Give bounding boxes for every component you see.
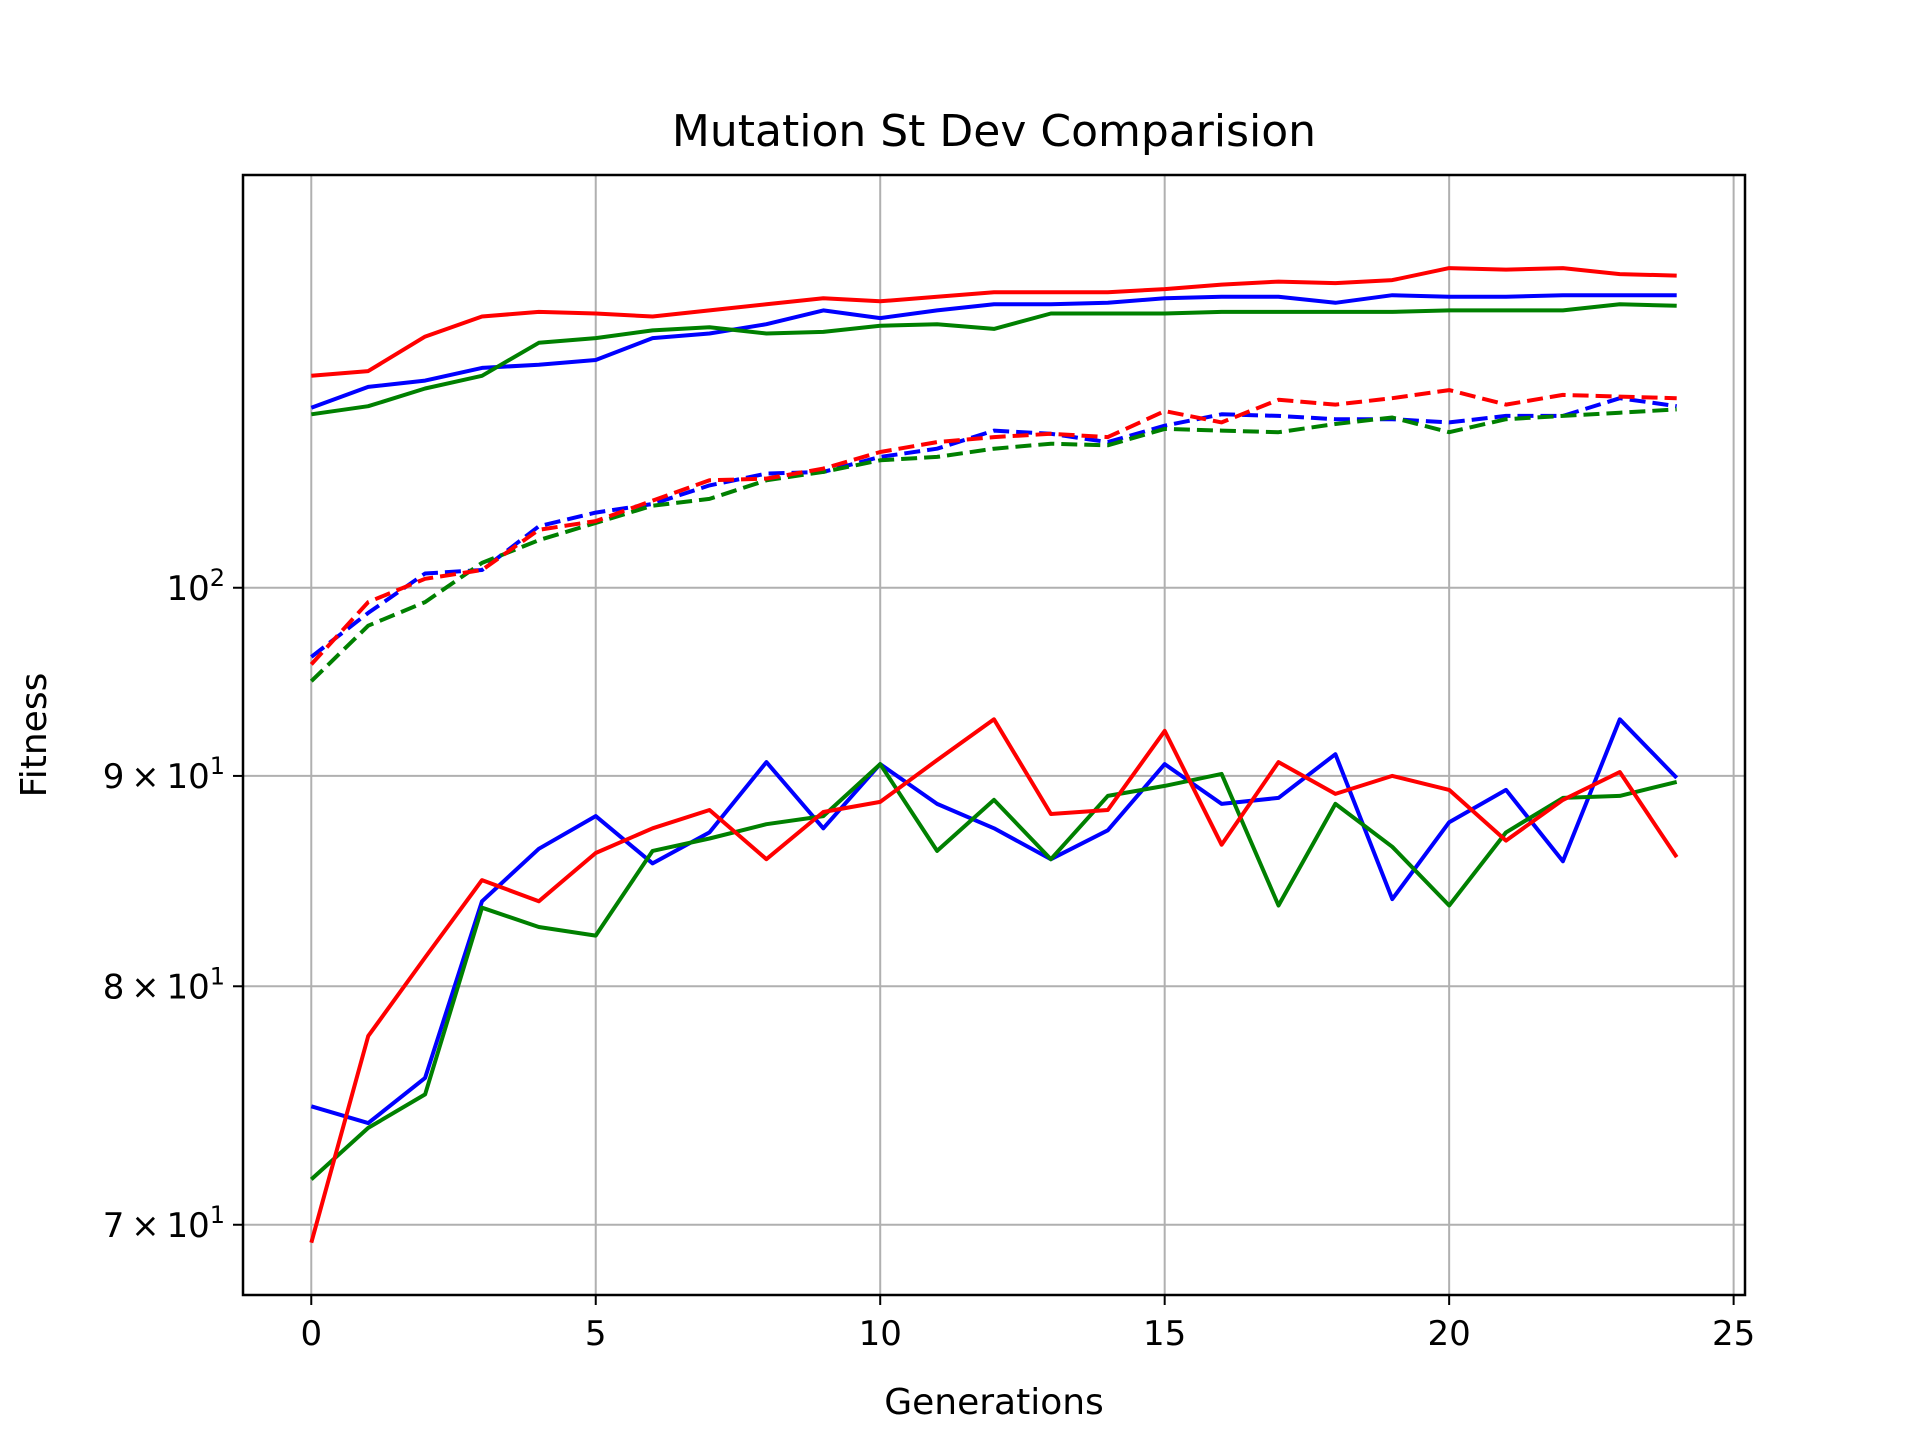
plot-frame <box>241 173 1747 1297</box>
grid-lines <box>243 175 1745 1295</box>
chart-title: Mutation St Dev Comparision <box>672 106 1316 157</box>
y-tick-label: 9 × 101 <box>103 752 225 797</box>
x-axis-label: Generations <box>884 1382 1104 1423</box>
y-tick-label: 102 <box>166 564 225 609</box>
series-line-1 <box>310 293 1677 410</box>
x-tick-label: 15 <box>1143 1314 1186 1354</box>
series-line-2 <box>311 302 1677 417</box>
series-line-5 <box>309 407 1677 683</box>
y-tick-label: 7 × 101 <box>103 1201 225 1246</box>
x-tick-label: 0 <box>300 1314 322 1354</box>
series-line-7 <box>310 717 1679 1126</box>
series-line-6 <box>309 388 1677 666</box>
y-tick-label: 8 × 101 <box>103 962 225 1007</box>
x-tick-label: 20 <box>1428 1314 1471 1354</box>
x-tick-label: 5 <box>585 1314 607 1354</box>
series-line-4 <box>310 396 1677 659</box>
series-lines <box>309 266 1679 1244</box>
series-line-9 <box>309 717 1679 1244</box>
y-axis-label: Fitness <box>14 673 55 798</box>
series-line-8 <box>309 762 1678 1181</box>
series-line-3 <box>311 266 1677 378</box>
x-tick-label: 10 <box>859 1314 902 1354</box>
x-tick-label: 25 <box>1712 1314 1755 1354</box>
axis-ticks: 0 5 10 15 20 25 7 × 101 8 × 101 9 × 101 102 <box>103 564 1756 1354</box>
